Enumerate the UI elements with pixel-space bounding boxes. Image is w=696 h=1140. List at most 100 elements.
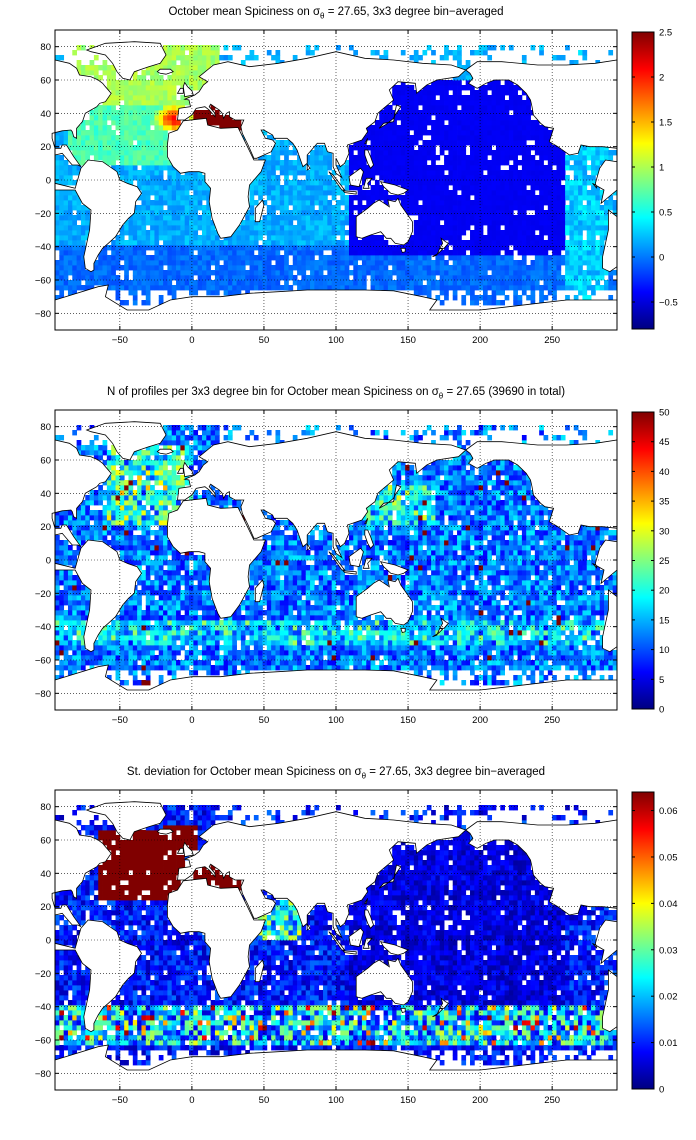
- heatmap-cell: [491, 270, 497, 276]
- heatmap-cell: [340, 225, 346, 231]
- heatmap-cell: [478, 100, 484, 106]
- heatmap-cell: [491, 235, 497, 241]
- heatmap-cell: [89, 110, 95, 116]
- heatmap-cell: [67, 605, 73, 611]
- heatmap-cell: [474, 150, 480, 156]
- heatmap-cell: [452, 200, 458, 206]
- heatmap-cell: [59, 590, 65, 596]
- heatmap-cell: [508, 155, 514, 161]
- heatmap-cell: [495, 180, 501, 186]
- heatmap-cell: [137, 280, 142, 286]
- heatmap-cell: [206, 275, 212, 281]
- heatmap-cell: [435, 185, 441, 191]
- heatmap-cell: [361, 135, 367, 141]
- heatmap-cell: [150, 600, 155, 606]
- heatmap-cell: [578, 290, 583, 296]
- heatmap-cell: [145, 660, 151, 666]
- heatmap-cell: [366, 235, 371, 241]
- heatmap-cell: [154, 500, 160, 506]
- heatmap-cell: [137, 120, 142, 126]
- heatmap-cell: [474, 175, 480, 181]
- heatmap-cell: [547, 245, 553, 251]
- heatmap-cell: [227, 55, 233, 61]
- land-mass: [51, 59, 112, 168]
- heatmap-cell: [111, 140, 116, 146]
- heatmap-cell: [310, 155, 315, 161]
- heatmap-cell: [323, 285, 328, 291]
- heatmap-cell: [431, 155, 436, 161]
- land-mass: [166, 117, 266, 239]
- heatmap-cell: [569, 230, 575, 236]
- heatmap-cell: [167, 655, 173, 661]
- heatmap-cell: [470, 220, 475, 226]
- heatmap-cell: [573, 165, 579, 171]
- heatmap-cell: [439, 215, 445, 221]
- heatmap-cell: [271, 275, 276, 281]
- heatmap-cell: [418, 130, 423, 136]
- heatmap-cell: [517, 100, 523, 106]
- heatmap-cell: [344, 200, 350, 206]
- heatmap-cell: [521, 135, 527, 141]
- heatmap-cell: [495, 230, 501, 236]
- heatmap-cell: [111, 90, 116, 96]
- heatmap-cell: [457, 235, 462, 241]
- heatmap-cell: [245, 220, 250, 226]
- heatmap-cell: [279, 225, 285, 231]
- heatmap-cell: [141, 190, 147, 196]
- heatmap-cell: [189, 265, 194, 271]
- heatmap-cell: [310, 210, 315, 216]
- heatmap-cell: [348, 165, 354, 171]
- heatmap-cell: [111, 105, 116, 111]
- heatmap-cell: [111, 240, 116, 246]
- heatmap-cell: [59, 220, 65, 226]
- heatmap-cell: [413, 130, 419, 136]
- heatmap-cell: [612, 285, 618, 291]
- heatmap-cell: [348, 240, 354, 246]
- heatmap-cell: [137, 160, 142, 166]
- heatmap-cell: [495, 215, 501, 221]
- heatmap-cell: [89, 490, 95, 496]
- heatmap-cell: [504, 275, 510, 281]
- heatmap-cell: [465, 130, 471, 136]
- heatmap-cell: [565, 285, 570, 291]
- heatmap-cell: [413, 110, 419, 116]
- heatmap-cell: [163, 425, 168, 431]
- heatmap-cell: [409, 255, 415, 261]
- heatmap-cell: [115, 265, 121, 271]
- heatmap-cell: [452, 210, 458, 216]
- heatmap-cell: [513, 195, 518, 201]
- heatmap-cell: [258, 285, 263, 291]
- heatmap-cell: [482, 275, 488, 281]
- heatmap-cell: [487, 120, 493, 126]
- heatmap-cell: [491, 155, 497, 161]
- heatmap-cell: [314, 210, 320, 216]
- heatmap-cell: [405, 210, 410, 216]
- heatmap-cell: [348, 285, 354, 291]
- heatmap-cell: [137, 175, 142, 181]
- heatmap-cell: [132, 495, 138, 501]
- heatmap-cell: [150, 605, 155, 611]
- heatmap-cell: [513, 125, 518, 131]
- heatmap-cell: [72, 555, 78, 561]
- heatmap-cell: [214, 50, 220, 56]
- heatmap-cell: [124, 510, 129, 516]
- heatmap-cell: [491, 250, 497, 256]
- heatmap-cell: [400, 205, 406, 211]
- heatmap-cell: [426, 190, 432, 196]
- heatmap-cell: [612, 150, 618, 156]
- heatmap-cell: [461, 110, 467, 116]
- heatmap-cell: [262, 130, 268, 136]
- heatmap-cell: [470, 285, 475, 291]
- heatmap-cell: [552, 200, 557, 206]
- heatmap-cell: [163, 660, 168, 666]
- heatmap-cell: [370, 245, 376, 251]
- heatmap-cell: [396, 285, 402, 291]
- heatmap-cell: [76, 525, 82, 531]
- heatmap-cell: [504, 125, 510, 131]
- heatmap-cell: [141, 680, 147, 686]
- heatmap-cell: [115, 630, 121, 636]
- heatmap-cell: [163, 60, 168, 66]
- heatmap-cell: [137, 650, 142, 656]
- heatmap-cell: [418, 170, 423, 176]
- heatmap-cell: [305, 205, 311, 211]
